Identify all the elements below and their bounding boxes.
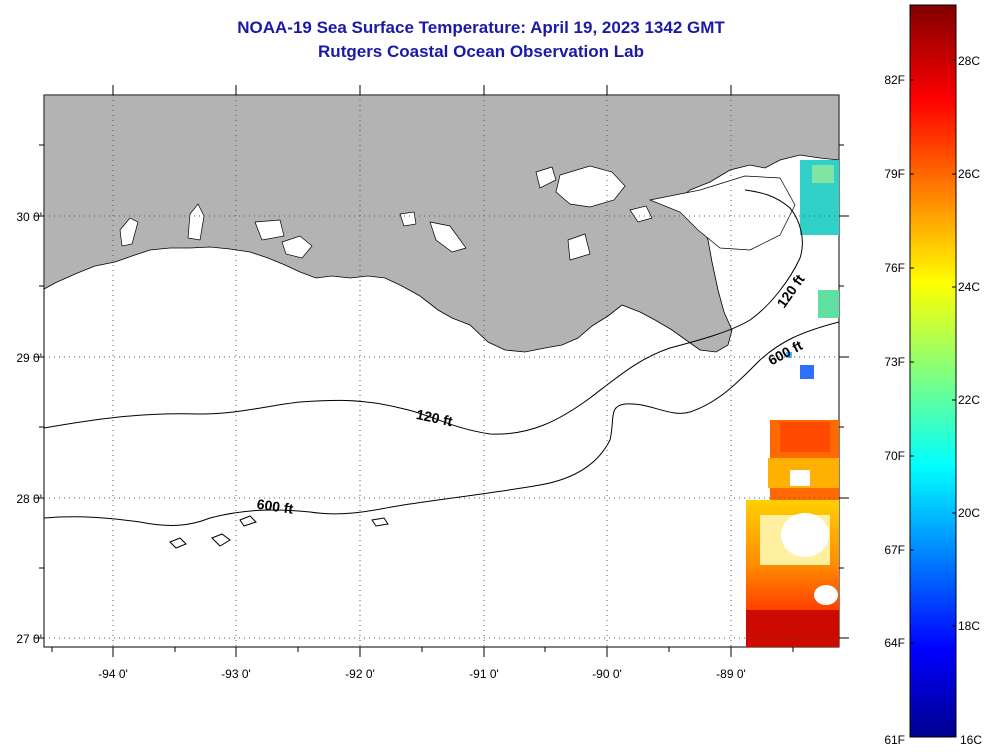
lon-label-89: -89 0': [716, 667, 746, 681]
colorbar-c-18: 18C: [958, 619, 980, 633]
chart-subtitle: Rutgers Coastal Ocean Observation Lab: [318, 42, 644, 61]
isobath-contours: [44, 189, 839, 549]
lat-label-30: 30 0': [16, 210, 42, 224]
colorbar-f-67: 67F: [884, 543, 905, 557]
temperature-colorbar: 82F 79F 76F 73F 70F 67F 64F 61F 28C 26C …: [884, 4, 982, 747]
colorbar-f-73: 73F: [884, 355, 905, 369]
colorbar-c-20: 20C: [958, 506, 980, 520]
contour-label-120ft-west: 120 ft: [415, 406, 454, 429]
map-panel: 120 ft 600 ft 120 ft 600 ft: [16, 85, 849, 681]
inland-lakes: [119, 165, 796, 261]
lon-label-93: -93 0': [221, 667, 251, 681]
lat-label-28: 28 0': [16, 492, 42, 506]
contour-600ft: [44, 321, 839, 526]
colorbar-c-24: 24C: [958, 280, 980, 294]
colorbar-f-61: 61F: [884, 733, 905, 747]
graticule: [44, 95, 839, 647]
colorbar-f-64: 64F: [884, 636, 905, 650]
lat-label-29: 29 0': [16, 351, 42, 365]
colorbar-f-70: 70F: [884, 449, 905, 463]
colorbar-f-76: 76F: [884, 261, 905, 275]
colorbar-gradient: [909, 4, 957, 738]
colorbar-c-16: 16C: [960, 733, 982, 747]
lon-label-92: -92 0': [345, 667, 375, 681]
sst-satellite-pixels: [746, 160, 839, 647]
axis-ticks: [34, 85, 849, 657]
colorbar-c-26: 26C: [958, 167, 980, 181]
chart-title: NOAA-19 Sea Surface Temperature: April 1…: [237, 18, 725, 37]
colorbar-f-79: 79F: [884, 167, 905, 181]
land-mass: [44, 95, 839, 353]
contour-120ft: [44, 189, 803, 435]
colorbar-c-22: 22C: [958, 393, 980, 407]
colorbar-f-82: 82F: [884, 73, 905, 87]
colorbar-c-28: 28C: [958, 54, 980, 68]
lat-label-27: 27 0': [16, 632, 42, 646]
lon-label-91: -91 0': [469, 667, 499, 681]
contour-label-600ft-west: 600 ft: [256, 496, 295, 517]
lon-label-94: -94 0': [98, 667, 128, 681]
lon-label-90: -90 0': [592, 667, 622, 681]
